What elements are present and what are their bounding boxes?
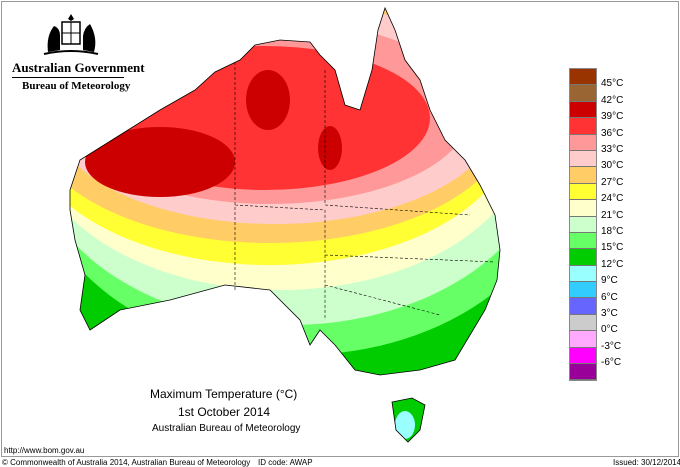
legend-label: 39°C bbox=[601, 111, 624, 123]
legend-swatch bbox=[570, 232, 596, 250]
legend-label: 3°C bbox=[601, 308, 618, 319]
band-39-42-north bbox=[246, 70, 290, 130]
legend-swatch bbox=[570, 200, 596, 217]
map-source: Australian Bureau of Meteorology bbox=[152, 423, 301, 434]
legend-swatch bbox=[570, 314, 596, 332]
coat-of-arms-logo bbox=[43, 14, 99, 55]
legend-label: 15°C bbox=[601, 242, 624, 254]
legend-label: 21°C bbox=[601, 209, 624, 221]
legend-swatch bbox=[570, 347, 596, 365]
legend-swatch bbox=[570, 69, 596, 86]
legend-label: 30°C bbox=[601, 160, 624, 172]
legend-label: 6°C bbox=[601, 291, 618, 303]
legend-swatch bbox=[570, 183, 596, 201]
legend-swatch bbox=[570, 167, 596, 184]
issued-date: Issued: 30/12/2014 bbox=[613, 458, 680, 467]
id-code: ID code: AWAP bbox=[258, 458, 313, 467]
legend-label: 27°C bbox=[601, 176, 624, 188]
legend-swatch bbox=[570, 216, 596, 233]
legend-label: 9°C bbox=[601, 275, 618, 287]
band-39-42-west bbox=[85, 127, 235, 197]
bureau-title: Bureau of Meteorology bbox=[22, 80, 131, 92]
legend-label: 12°C bbox=[601, 258, 624, 270]
legend-label: 18°C bbox=[601, 226, 624, 237]
bom-url-link[interactable]: http://www.bom.gov.au bbox=[4, 446, 85, 455]
divider bbox=[12, 77, 124, 78]
legend-swatch bbox=[570, 331, 596, 348]
legend-label: 24°C bbox=[601, 193, 624, 205]
legend-swatch bbox=[570, 134, 596, 151]
band-39-42-east bbox=[318, 126, 342, 170]
map-frame bbox=[1, 1, 679, 457]
australia-temperature-map bbox=[69, 6, 501, 443]
legend-swatch bbox=[570, 282, 596, 299]
legend-label: 36°C bbox=[601, 127, 624, 139]
map-title: Maximum Temperature (°C) bbox=[150, 387, 298, 401]
government-title: Australian Government bbox=[12, 60, 145, 75]
legend-swatch bbox=[570, 249, 596, 266]
legend-swatch bbox=[570, 85, 596, 102]
map-date: 1st October 2014 bbox=[178, 405, 271, 419]
legend-label: 45°C bbox=[601, 78, 624, 90]
legend-label: 33°C bbox=[601, 144, 624, 155]
band-9-12-tas bbox=[395, 411, 415, 439]
temperature-legend bbox=[569, 68, 597, 382]
legend-label: -6°C bbox=[601, 357, 622, 369]
legend-swatch bbox=[570, 150, 596, 168]
legend-swatch bbox=[570, 298, 596, 315]
legend-swatch bbox=[570, 265, 596, 283]
legend-swatch bbox=[570, 101, 596, 119]
legend-label: 0°C bbox=[601, 324, 618, 336]
legend-label: -3°C bbox=[601, 340, 622, 352]
legend-label: 42°C bbox=[601, 94, 624, 106]
legend-swatch bbox=[570, 364, 596, 381]
legend-swatch bbox=[570, 118, 596, 135]
copyright-text: © Commonwealth of Australia 2014, Austra… bbox=[2, 458, 251, 467]
